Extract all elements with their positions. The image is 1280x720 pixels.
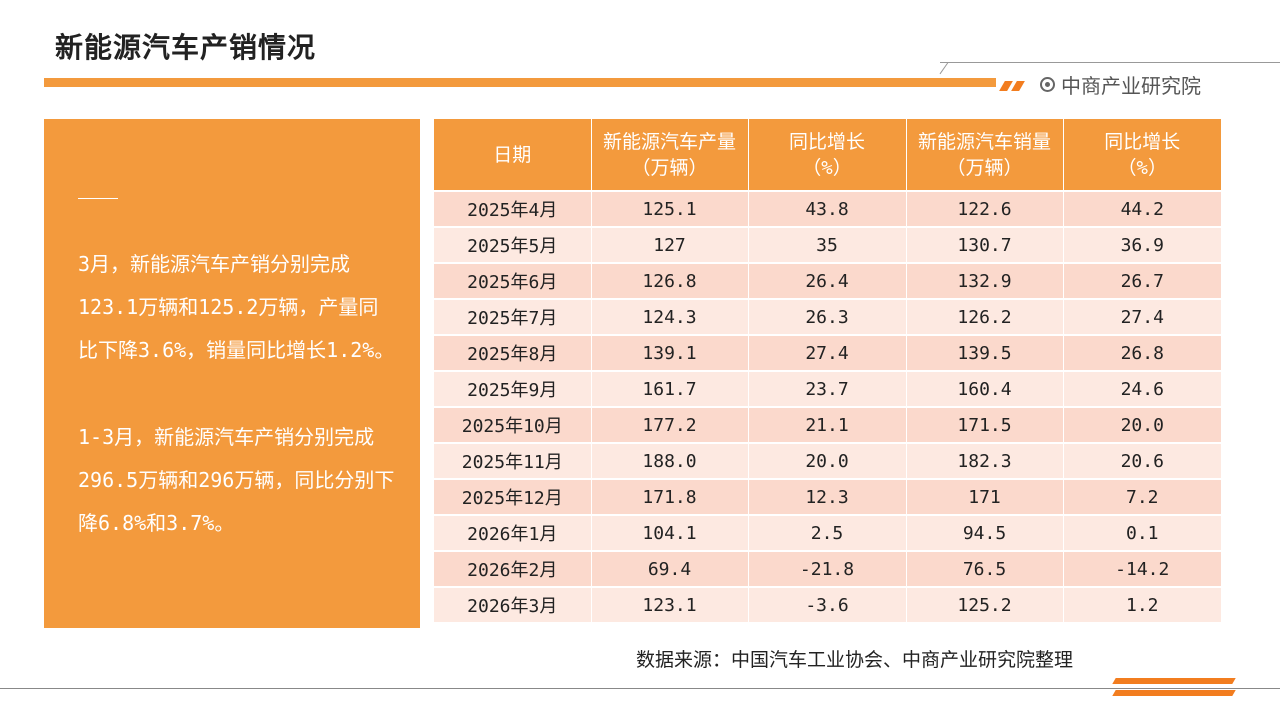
cell-date: 2025年6月 (434, 262, 592, 299)
table-row: 2025年6月 126.8 26.4 132.9 26.7 (434, 262, 1221, 299)
cell-production: 177.2 (591, 406, 749, 443)
cell-date: 2025年11月 (434, 442, 592, 479)
cell-production-yoy: 21.1 (748, 406, 907, 443)
cell-sales: 171 (906, 478, 1064, 515)
cell-sales-yoy: 36.9 (1063, 226, 1221, 263)
table-row: 2026年1月 104.1 2.5 94.5 0.1 (434, 514, 1221, 551)
table-row: 2025年5月 127 35 130.7 36.9 (434, 226, 1221, 263)
cell-date: 2025年7月 (434, 298, 592, 335)
cell-production-yoy: 26.3 (748, 298, 907, 335)
brand-circle-icon (1040, 77, 1055, 92)
cell-production-yoy: -21.8 (748, 550, 907, 587)
table-row: 2025年7月 124.3 26.3 126.2 27.4 (434, 298, 1221, 335)
cell-sales-yoy: 24.6 (1063, 370, 1221, 407)
cell-sales: 125.2 (906, 586, 1064, 622)
cell-production-yoy: -3.6 (748, 586, 907, 622)
header-sales-yoy: 同比增长 （%） (1063, 119, 1221, 191)
header-sales: 新能源汽车销量 （万辆） (906, 119, 1064, 191)
cell-sales-yoy: 20.6 (1063, 442, 1221, 479)
cell-date: 2025年4月 (434, 190, 592, 227)
table-row: 2025年12月 171.8 12.3 171 7.2 (434, 478, 1221, 515)
cell-production: 104.1 (591, 514, 749, 551)
table-row: 2025年4月 125.1 43.8 122.6 44.2 (434, 190, 1221, 227)
cell-sales: 126.2 (906, 298, 1064, 335)
cell-production: 171.8 (591, 478, 749, 515)
cell-sales-yoy: 7.2 (1063, 478, 1221, 515)
cell-sales-yoy: 27.4 (1063, 298, 1221, 335)
cell-date: 2025年8月 (434, 334, 592, 371)
cell-date: 2026年1月 (434, 514, 592, 551)
data-table: 日期 新能源汽车产量 （万辆） 同比增长 （%） 新能源汽车销量 （万辆） 同比增长（… (434, 119, 1221, 622)
summary-paragraph-2: 1-3月，新能源汽车产销分别完成296.5万辆和296万辆，同比分别下降6.8%… (78, 425, 395, 535)
header-date: 日期 (434, 119, 592, 191)
summary-panel: 3月，新能源汽车产销分别完成123.1万辆和125.2万辆，产量同比下降3.6%… (44, 119, 420, 628)
title-underline-bar (44, 78, 996, 87)
cell-sales-yoy: 0.1 (1063, 514, 1221, 551)
cell-sales: 122.6 (906, 190, 1064, 227)
cell-production-yoy: 2.5 (748, 514, 907, 551)
header-stripes (999, 76, 1026, 95)
table-row: 2025年8月 139.1 27.4 139.5 26.8 (434, 334, 1221, 371)
cell-production: 139.1 (591, 334, 749, 371)
cell-production-yoy: 26.4 (748, 262, 907, 299)
cell-production: 188.0 (591, 442, 749, 479)
cell-sales: 130.7 (906, 226, 1064, 263)
cell-date: 2026年2月 (434, 550, 592, 587)
footer-line (0, 688, 1280, 689)
cell-date: 2025年10月 (434, 406, 592, 443)
cell-production-yoy: 23.7 (748, 370, 907, 407)
cell-sales: 132.9 (906, 262, 1064, 299)
brand-logo: 中商产业研究院 (1040, 70, 1201, 99)
cell-production: 161.7 (591, 370, 749, 407)
cell-production-yoy: 27.4 (748, 334, 907, 371)
cell-sales: 76.5 (906, 550, 1064, 587)
table-row: 2026年3月 123.1 -3.6 125.2 1.2 (434, 586, 1221, 622)
cell-sales: 94.5 (906, 514, 1064, 551)
header-divider-slant (939, 62, 949, 75)
page-title: 新能源汽车产销情况 (55, 31, 317, 64)
cell-sales: 182.3 (906, 442, 1064, 479)
cell-date: 2026年3月 (434, 586, 592, 622)
header-divider-line (940, 62, 1280, 63)
cell-production-yoy: 20.0 (748, 442, 907, 479)
brand-name: 中商产业研究院 (1061, 74, 1201, 98)
table-row: 2025年10月 177.2 21.1 171.5 20.0 (434, 406, 1221, 443)
header-production-yoy: 同比增长 （%） (748, 119, 907, 191)
cell-sales: 160.4 (906, 370, 1064, 407)
cell-production-yoy: 35 (748, 226, 907, 263)
footer-stripes (1112, 678, 1236, 702)
cell-sales: 139.5 (906, 334, 1064, 371)
header-production: 新能源汽车产量 （万辆） (591, 119, 749, 191)
cell-date: 2025年9月 (434, 370, 592, 407)
summary-paragraph-1: 3月，新能源汽车产销分别完成123.1万辆和125.2万辆，产量同比下降3.6%… (78, 252, 395, 362)
table-header-row: 日期 新能源汽车产量 （万辆） 同比增长 （%） 新能源汽车销量 （万辆） 同比增长（… (434, 119, 1221, 191)
cell-production: 127 (591, 226, 749, 263)
cell-sales-yoy: 26.8 (1063, 334, 1221, 371)
cell-sales-yoy: 1.2 (1063, 586, 1221, 622)
cell-sales-yoy: 20.0 (1063, 406, 1221, 443)
table-row: 2025年9月 161.7 23.7 160.4 24.6 (434, 370, 1221, 407)
cell-sales-yoy: 44.2 (1063, 190, 1221, 227)
cell-sales-yoy: -14.2 (1063, 550, 1221, 587)
cell-production-yoy: 43.8 (748, 190, 907, 227)
cell-date: 2025年5月 (434, 226, 592, 263)
cell-production: 126.8 (591, 262, 749, 299)
cell-sales: 171.5 (906, 406, 1064, 443)
cell-production-yoy: 12.3 (748, 478, 907, 515)
table-row: 2025年11月 188.0 20.0 182.3 20.6 (434, 442, 1221, 479)
summary-dash (78, 198, 118, 199)
data-source: 数据来源：中国汽车工业协会、中商产业研究院整理 (636, 649, 1074, 671)
cell-date: 2025年12月 (434, 478, 592, 515)
cell-production: 125.1 (591, 190, 749, 227)
cell-production: 69.4 (591, 550, 749, 587)
cell-production: 123.1 (591, 586, 749, 622)
table-row: 2026年2月 69.4 -21.8 76.5 -14.2 (434, 550, 1221, 587)
cell-sales-yoy: 26.7 (1063, 262, 1221, 299)
cell-production: 124.3 (591, 298, 749, 335)
